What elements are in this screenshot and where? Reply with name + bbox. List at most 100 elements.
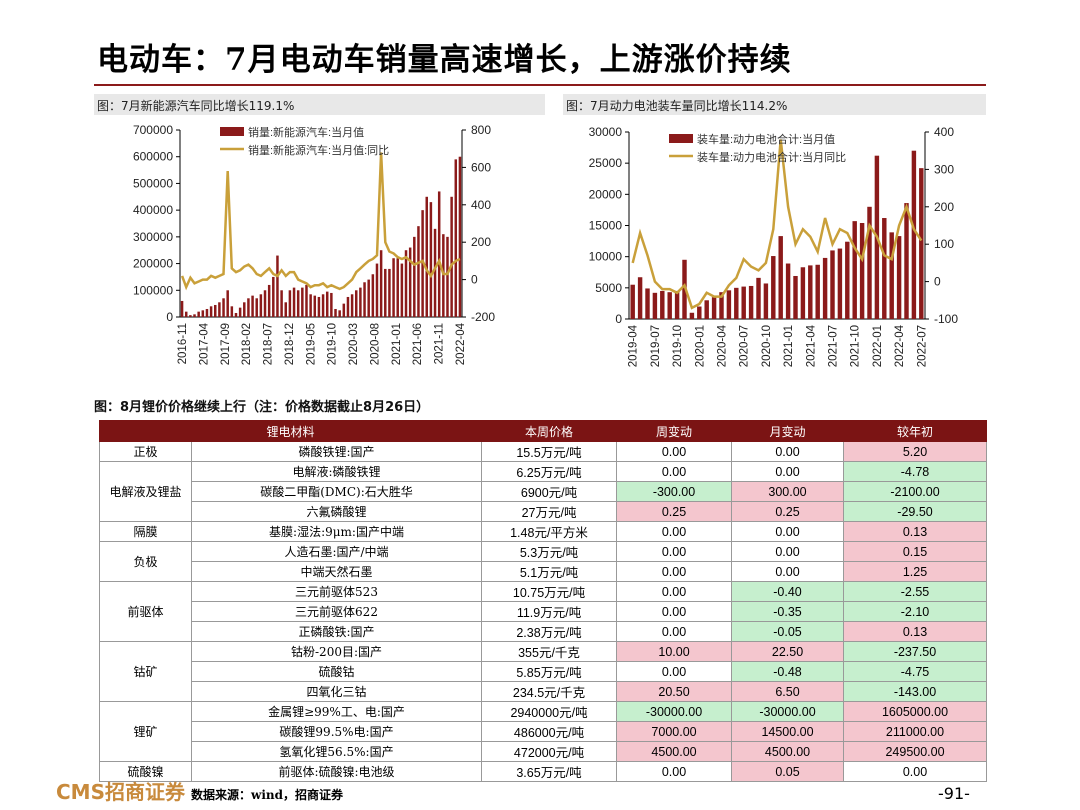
x-tick-label: 2018-07 xyxy=(263,323,275,365)
week-change-cell: 4500.00 xyxy=(616,741,733,762)
ytd-change-cell: 1605000.00 xyxy=(843,701,988,722)
bar xyxy=(919,168,924,319)
x-tick-label: 2020-01 xyxy=(694,325,706,367)
bar xyxy=(346,296,350,317)
legend-line-label: 销量:新能源汽车:当月值:同比 xyxy=(248,143,389,157)
bar xyxy=(384,268,387,317)
bar xyxy=(243,302,246,317)
ytd-change-cell: -4.75 xyxy=(843,661,988,682)
material-cell: 电解液:磷酸铁锂 xyxy=(190,461,483,482)
y-left-tick-label: 0 xyxy=(615,312,622,326)
table-row: 正极 磷酸铁锂:国产 15.5万元/吨 0.00 0.00 5.20 xyxy=(99,441,988,462)
line-series xyxy=(631,139,923,310)
bar xyxy=(255,298,258,317)
table-caption: 图：8月锂价价格继续上行（注：价格数据截止8月26日） xyxy=(94,400,430,415)
bar xyxy=(450,196,453,317)
bar xyxy=(400,263,404,317)
legend-bar-swatch xyxy=(669,134,693,143)
bar xyxy=(267,284,271,317)
bar xyxy=(338,310,341,317)
page-number: -91- xyxy=(938,784,970,803)
x-tick-label: 2020-04 xyxy=(717,324,729,367)
table-row: 隔膜 基膜:湿法:9μm:国产中端 1.48元/平方米 0.00 0.00 0.13 xyxy=(99,521,988,542)
ytd-change-cell: -29.50 xyxy=(843,501,988,522)
bar xyxy=(218,302,221,317)
week-change-cell: 20.50 xyxy=(616,681,733,702)
bar xyxy=(425,196,428,317)
week-change-cell: 0.00 xyxy=(616,661,733,682)
bar xyxy=(682,259,687,319)
bar xyxy=(433,228,437,317)
bar xyxy=(292,287,296,317)
bar xyxy=(689,312,695,319)
ytd-change-cell: 0.13 xyxy=(843,521,988,542)
ytd-change-cell: 211000.00 xyxy=(843,721,988,742)
bar xyxy=(660,290,665,319)
bar xyxy=(667,292,672,319)
bar xyxy=(852,221,857,319)
week-change-cell: 10.00 xyxy=(616,641,733,662)
bar xyxy=(375,263,379,317)
table-row: 硫酸镍 前驱体:硫酸镍:电池级 3.65万元/吨 0.00 0.05 0.00 xyxy=(99,761,988,782)
month-change-cell: 14500.00 xyxy=(731,721,845,742)
bar xyxy=(882,218,887,319)
bar xyxy=(645,288,650,319)
data-source: 数据来源：wind，招商证券 xyxy=(190,788,343,802)
chart1-caption-bar: 图：7月新能源汽车同比增长119.1% xyxy=(94,94,545,115)
x-tick-label: 2021-10 xyxy=(850,325,862,367)
price-cell: 355元/千克 xyxy=(481,641,618,662)
price-cell: 5.1万元/吨 xyxy=(481,561,618,582)
week-change-cell: 0.00 xyxy=(616,461,733,482)
material-cell: 钴粉-200目:国产 xyxy=(190,641,483,662)
price-cell: 486000元/吨 xyxy=(481,721,618,742)
bar xyxy=(793,275,798,319)
week-change-cell: 0.00 xyxy=(616,761,733,782)
x-tick-label: 2022-07 xyxy=(916,325,928,367)
x-tick-label: 2020-07 xyxy=(739,325,751,367)
bar xyxy=(214,304,217,317)
bar xyxy=(317,296,321,317)
bar xyxy=(652,292,658,319)
category-cell: 锂矿 xyxy=(99,701,192,762)
bar xyxy=(184,311,188,317)
ytd-change-cell: 249500.00 xyxy=(843,741,988,762)
chart2-caption-bar: 图：7月动力电池装车量同比增长114.2% xyxy=(563,94,986,115)
y-right-tick-label: 0 xyxy=(471,273,478,287)
y-right-tick-label: 300 xyxy=(934,162,954,176)
chart2: 0 5000 10000 15000 20000 25000 30000 -100 0 100 20… xyxy=(563,118,983,390)
x-tick-label: 2020-08 xyxy=(369,323,381,365)
week-change-cell: -300.00 xyxy=(616,481,733,502)
x-tick-label: 2019-10 xyxy=(327,323,339,365)
bar xyxy=(889,232,894,319)
chart1-caption: 图：7月新能源汽车同比增长119.1% xyxy=(97,99,295,113)
x-tick-label: 2021-06 xyxy=(412,323,424,365)
chart2-caption: 图：7月动力电池装车量同比增长114.2% xyxy=(566,99,788,113)
ytd-change-cell: 0.00 xyxy=(843,761,988,782)
bar xyxy=(234,312,238,317)
bar xyxy=(371,274,375,317)
table-header-row: 锂电材料 本周价格 周变动 月变动 较年初 xyxy=(98,420,988,442)
ytd-change-cell: -2.10 xyxy=(843,601,988,622)
material-cell: 碳酸锂99.5%电:国产 xyxy=(190,721,483,742)
bar xyxy=(741,286,746,319)
x-tick-label: 2022-04 xyxy=(894,324,906,367)
bar xyxy=(342,303,346,317)
price-cell: 234.5元/千克 xyxy=(481,681,618,702)
table-row: 电解液及锂盐 电解液:磷酸铁锂 6.25万元/吨 0.00 0.00 -4.78 xyxy=(99,461,988,522)
y-left-tick-label: 100000 xyxy=(133,283,173,297)
material-cell: 三元前驱体622 xyxy=(190,601,483,622)
month-change-cell: 4500.00 xyxy=(731,741,845,762)
header-material: 锂电材料 xyxy=(98,420,483,442)
material-cell: 氢氧化锂56.5%:国产 xyxy=(190,741,483,762)
bar xyxy=(726,290,732,319)
bar xyxy=(276,255,279,317)
bar xyxy=(808,265,813,319)
y-right-tick-label: 400 xyxy=(934,125,954,139)
material-cell: 前驱体:硫酸镍:电池级 xyxy=(190,761,483,782)
bar xyxy=(296,290,300,317)
chart1: 0 100000 200000 300000 400000 500000 600000 700… xyxy=(94,118,554,390)
y-left-tick-label: 400000 xyxy=(133,203,173,217)
month-change-cell: 6.50 xyxy=(731,681,845,702)
x-tick-label: 2022-01 xyxy=(872,325,884,367)
bar xyxy=(359,287,362,317)
